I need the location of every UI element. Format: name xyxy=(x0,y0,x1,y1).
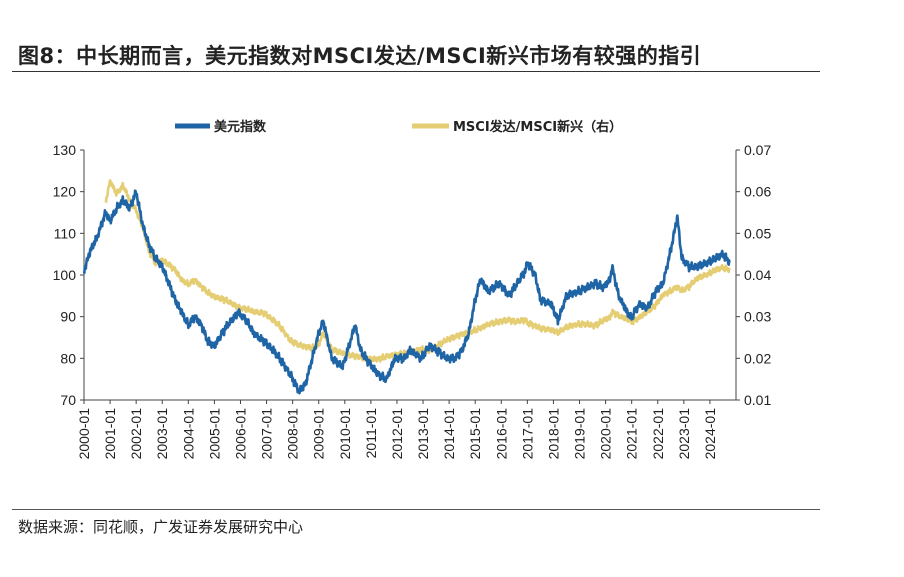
x-tick-label: 2012-01 xyxy=(389,408,405,460)
x-tick-label: 2011-01 xyxy=(363,408,379,459)
right-tick-label: 0.03 xyxy=(744,309,771,325)
x-tick-label: 2009-01 xyxy=(311,408,327,460)
right-tick-label: 0.01 xyxy=(744,392,771,408)
x-axis-ticks: 2000-01 2001-01 2002-01 2003-01 2004-01 2005-… xyxy=(76,400,718,459)
x-tick-label: 2001-01 xyxy=(102,408,118,460)
data-source: 数据来源：同花顺，广发证券发展研究中心 xyxy=(18,518,304,536)
x-tick-label: 2013-01 xyxy=(415,408,431,460)
title-rule xyxy=(12,71,820,72)
x-tick-label: 2005-01 xyxy=(206,408,222,460)
x-tick-label: 2024-01 xyxy=(702,408,718,460)
left-tick-label: 100 xyxy=(53,267,77,283)
x-tick-label: 2004-01 xyxy=(180,408,196,460)
line-series-ratio xyxy=(104,179,731,364)
left-tick-label: 120 xyxy=(53,184,77,200)
right-tick-label: 0.02 xyxy=(744,350,771,366)
x-tick-label: 2010-01 xyxy=(337,408,353,460)
x-tick-label: 2015-01 xyxy=(467,408,483,460)
left-tick-label: 90 xyxy=(60,309,76,325)
left-tick-label: 130 xyxy=(53,142,77,158)
series-lines xyxy=(82,179,731,395)
right-tick-label: 0.05 xyxy=(744,225,771,241)
x-tick-label: 2021-01 xyxy=(624,408,640,460)
x-tick-label: 2014-01 xyxy=(441,408,457,460)
legend-label-ratio: MSCI发达/MSCI新兴（右） xyxy=(453,119,622,135)
x-tick-label: 2003-01 xyxy=(154,408,170,460)
x-tick-label: 2008-01 xyxy=(285,408,301,460)
left-tick-label: 110 xyxy=(54,225,77,241)
axes xyxy=(83,150,737,401)
x-tick-label: 2006-01 xyxy=(232,408,248,460)
right-tick-label: 0.06 xyxy=(744,184,771,200)
x-tick-label: 2000-01 xyxy=(76,408,92,460)
right-tick-label: 0.07 xyxy=(744,142,771,158)
x-tick-label: 2007-01 xyxy=(259,408,275,460)
x-tick-label: 2018-01 xyxy=(545,408,561,460)
legend: 美元指数 MSCI发达/MSCI新兴（右） xyxy=(175,119,622,135)
x-tick-label: 2020-01 xyxy=(598,408,614,460)
line-series-dxy xyxy=(82,189,731,395)
right-axis-ticks: 0.01 0.02 0.03 0.04 0.05 0.06 0.07 xyxy=(736,142,771,408)
left-tick-label: 80 xyxy=(60,350,76,366)
source-rule xyxy=(12,509,820,510)
left-tick-label: 70 xyxy=(60,392,76,408)
x-tick-label: 2022-01 xyxy=(650,408,666,460)
x-tick-label: 2023-01 xyxy=(676,408,692,460)
x-tick-label: 2016-01 xyxy=(493,408,509,460)
figure-title: 图8：中长期而言，美元指数对MSCI发达/MSCI新兴市场有较强的指引 xyxy=(18,44,702,68)
right-tick-label: 0.04 xyxy=(744,267,771,283)
x-tick-label: 2002-01 xyxy=(128,408,144,460)
x-tick-label: 2019-01 xyxy=(572,408,588,460)
legend-label-dxy: 美元指数 xyxy=(214,119,267,135)
x-tick-label: 2017-01 xyxy=(519,408,535,460)
left-axis-ticks: 70 80 90 100 110 120 130 xyxy=(53,142,84,408)
